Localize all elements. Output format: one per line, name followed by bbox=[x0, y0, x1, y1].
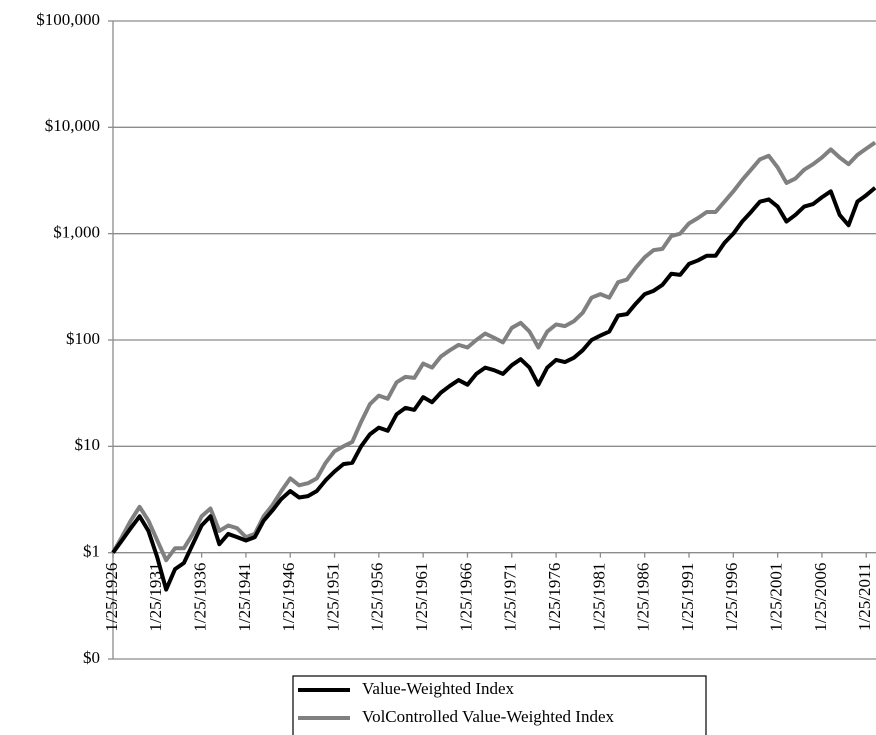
x-tick-label: 1/25/1976 bbox=[545, 563, 564, 632]
x-tick-label: 1/25/1961 bbox=[412, 563, 431, 632]
series-line bbox=[111, 186, 876, 592]
y-tick-label: $100 bbox=[66, 329, 100, 348]
x-tick-label: 1/25/1966 bbox=[456, 563, 475, 632]
x-tick-label: 1/25/1991 bbox=[678, 563, 697, 632]
x-tick-label: 1/25/1951 bbox=[323, 563, 342, 632]
x-tick-label: 1/25/1941 bbox=[235, 563, 254, 632]
y-tick-label: $100,000 bbox=[36, 10, 100, 29]
y-tick-label: $10 bbox=[75, 435, 101, 454]
series-line bbox=[111, 140, 876, 563]
legend-box bbox=[292, 675, 707, 735]
x-tick-label: 1/25/1981 bbox=[589, 563, 608, 632]
x-tick-label: 1/25/1946 bbox=[279, 563, 298, 632]
x-tick-label: 1/25/2011 bbox=[855, 563, 874, 631]
x-tick-label: 1/25/1926 bbox=[102, 563, 121, 632]
x-tick-label: 1/25/1956 bbox=[368, 563, 387, 632]
y-tick-label: $1 bbox=[83, 542, 100, 561]
x-tick-label: 1/25/1936 bbox=[191, 563, 210, 632]
x-tick-label: 1/25/2006 bbox=[811, 563, 830, 632]
x-tick-label: 1/25/1931 bbox=[146, 563, 165, 632]
x-tick-label: 1/25/2001 bbox=[767, 563, 786, 632]
y-tick-label: $1,000 bbox=[53, 223, 100, 242]
x-tick-label: 1/25/1986 bbox=[634, 563, 653, 632]
legend-label: Value-Weighted Index bbox=[362, 679, 515, 698]
y-tick-label: $10,000 bbox=[45, 116, 100, 135]
x-tick-label: 1/25/1971 bbox=[501, 563, 520, 632]
y-tick-label: $0 bbox=[83, 648, 100, 667]
x-tick-label: 1/25/1996 bbox=[722, 563, 741, 632]
legend-label: VolControlled Value-Weighted Index bbox=[362, 707, 615, 726]
